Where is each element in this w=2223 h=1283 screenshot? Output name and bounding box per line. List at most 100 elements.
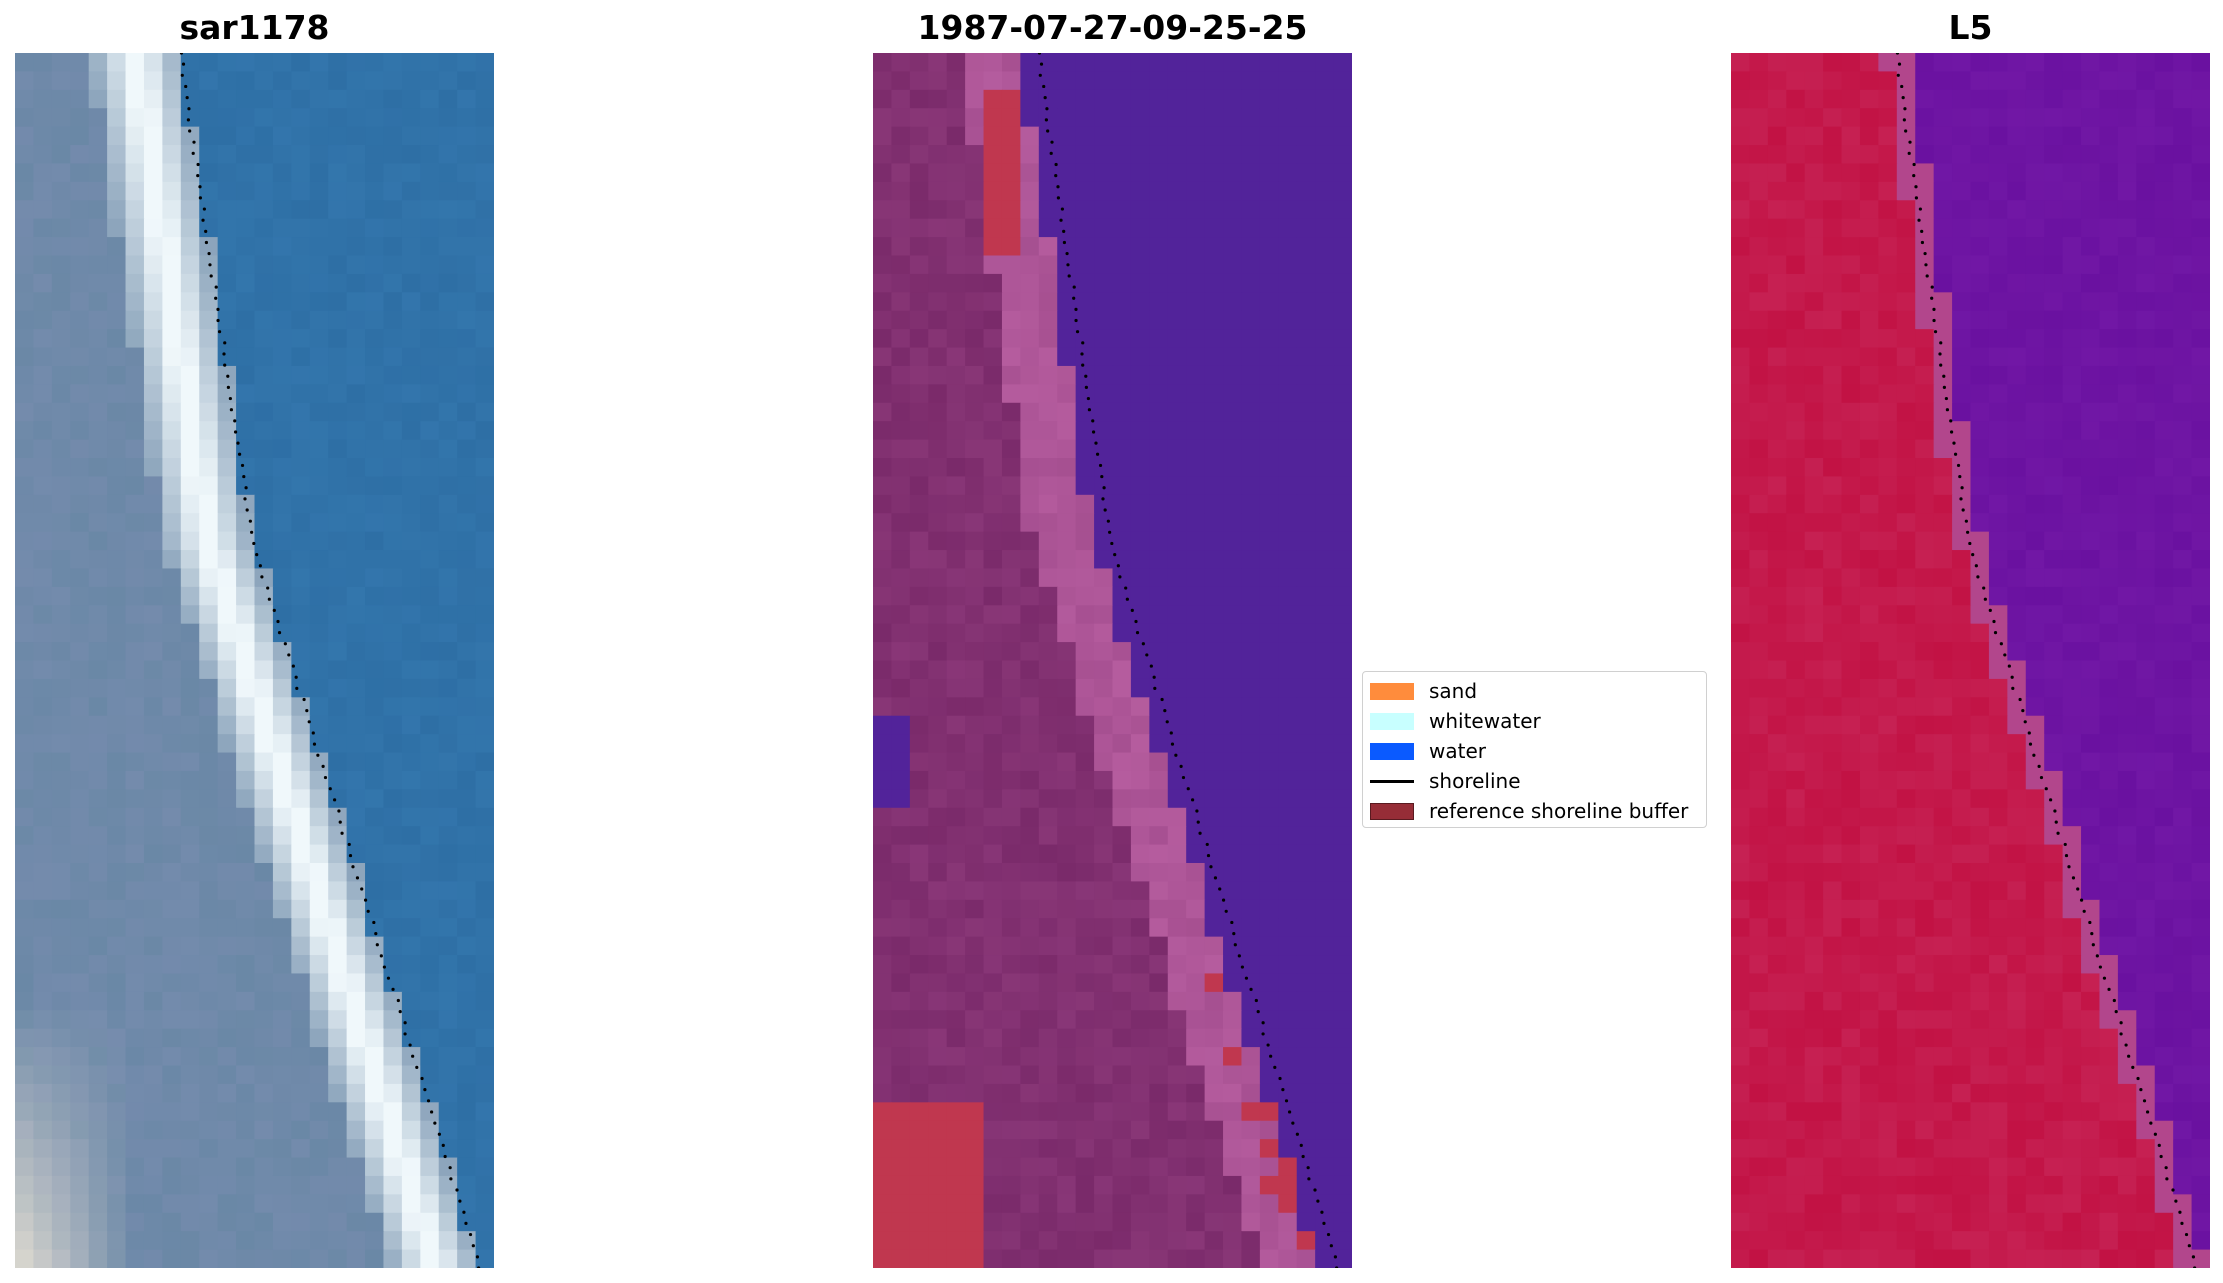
class-pixel [873, 623, 893, 643]
rgb-pixel [272, 200, 292, 220]
class-pixel [1241, 108, 1261, 128]
class-pixel [1223, 237, 1243, 257]
rgb-pixel [217, 494, 237, 514]
class-pixel [1241, 936, 1261, 956]
class-pixel [965, 1231, 985, 1251]
rgb-pixel [125, 1010, 145, 1030]
class-pixel [1186, 71, 1206, 91]
class-pixel [1001, 1010, 1021, 1030]
rgb-pixel [33, 918, 53, 938]
class-pixel [1333, 1194, 1352, 1214]
class-pixel [1130, 200, 1150, 220]
class-pixel [1130, 1194, 1150, 1214]
class-pixel [1204, 163, 1224, 183]
class-pixel [1223, 89, 1243, 109]
rgb-pixel [162, 752, 182, 772]
class-pixel [946, 126, 966, 146]
rgb-pixel [125, 807, 145, 827]
rgb-pixel [309, 1139, 329, 1159]
index-pixel [2081, 255, 2101, 275]
class-pixel [873, 918, 893, 938]
class-pixel [1333, 605, 1352, 625]
class-pixel [1149, 181, 1169, 201]
index-pixel [2117, 347, 2137, 367]
class-pixel [965, 697, 985, 717]
class-pixel [873, 1047, 893, 1067]
class-pixel [1020, 918, 1040, 938]
index-pixel [2081, 384, 2101, 404]
index-pixel [1970, 697, 1990, 717]
rgb-pixel [365, 89, 385, 109]
class-pixel [928, 1120, 948, 1140]
rgb-pixel [309, 789, 329, 809]
shoreline-point [201, 218, 205, 222]
index-pixel [1841, 71, 1861, 91]
class-pixel [1020, 826, 1040, 846]
index-pixel [2173, 623, 2193, 643]
class-pixel [1278, 126, 1298, 146]
class-pixel [1223, 421, 1243, 441]
rgb-pixel [309, 273, 329, 293]
rgb-pixel [420, 1028, 440, 1048]
index-pixel [1988, 494, 2008, 514]
shoreline-point [214, 296, 218, 300]
class-pixel [909, 1194, 929, 1214]
index-pixel [2025, 936, 2045, 956]
index-pixel [2025, 218, 2045, 238]
class-pixel [909, 586, 929, 606]
rgb-pixel [15, 605, 35, 625]
index-pixel [2062, 881, 2082, 901]
index-pixel [1749, 200, 1769, 220]
index-pixel [2007, 936, 2027, 956]
index-pixel [1896, 89, 1916, 109]
class-pixel [1038, 1028, 1058, 1048]
index-pixel [2007, 494, 2027, 514]
class-pixel [1094, 936, 1114, 956]
class-pixel [1038, 1139, 1058, 1159]
class-pixel [1241, 310, 1261, 330]
rgb-pixel [475, 255, 494, 275]
index-pixel [2007, 402, 2027, 422]
class-pixel [1149, 1231, 1169, 1251]
rgb-pixel [15, 513, 35, 533]
rgb-pixel [291, 642, 311, 662]
class-pixel [1149, 678, 1169, 698]
class-pixel [946, 1065, 966, 1085]
index-pixel [2007, 421, 2027, 441]
rgb-pixel [88, 1139, 108, 1159]
shoreline-point [1249, 987, 1253, 991]
rgb-pixel [475, 697, 494, 717]
rgb-pixel [291, 697, 311, 717]
shoreline-point [258, 564, 262, 568]
index-pixel [2044, 936, 2064, 956]
rgb-pixel [383, 568, 403, 588]
class-pixel [928, 752, 948, 772]
index-pixel [2136, 218, 2156, 238]
rgb-pixel [291, 310, 311, 330]
class-pixel [1167, 145, 1187, 165]
index-pixel [2044, 458, 2064, 478]
shoreline-point [207, 252, 211, 256]
rgb-pixel [401, 1065, 421, 1085]
index-pixel [2154, 402, 2174, 422]
class-pixel [946, 53, 966, 73]
rgb-pixel [125, 844, 145, 864]
rgb-pixel [107, 71, 127, 91]
class-pixel [1075, 1102, 1095, 1122]
index-pixel [2191, 476, 2210, 496]
rgb-pixel [272, 789, 292, 809]
rgb-pixel [346, 439, 366, 459]
rgb-pixel [15, 1065, 35, 1085]
index-pixel [1767, 402, 1787, 422]
class-pixel [1296, 973, 1316, 993]
rgb-pixel [401, 586, 421, 606]
class-pixel [1296, 1249, 1316, 1268]
rgb-pixel [383, 273, 403, 293]
rgb-pixel [475, 273, 494, 293]
class-pixel [1020, 1157, 1040, 1177]
shoreline-point [449, 1177, 453, 1181]
index-pixel [2154, 531, 2174, 551]
rgb-pixel [475, 421, 494, 441]
class-pixel [983, 494, 1003, 514]
rgb-pixel [383, 494, 403, 514]
